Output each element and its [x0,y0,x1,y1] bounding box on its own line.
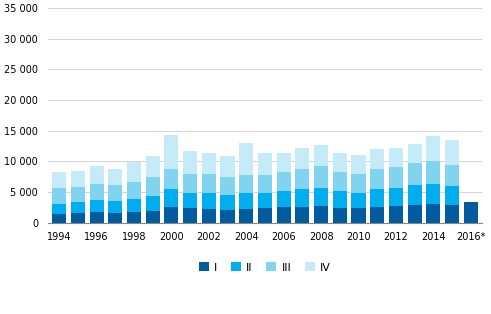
Bar [276,191,291,207]
Bar [127,212,141,223]
Bar [445,187,459,205]
Bar [258,193,272,208]
Bar [89,165,104,184]
Bar [164,135,178,169]
Bar [52,214,66,223]
Bar [276,207,291,223]
Bar [220,195,235,210]
Bar [426,204,440,223]
Legend: I, II, III, IV: I, II, III, IV [194,258,336,277]
Bar [183,151,197,174]
Bar [296,169,309,189]
Bar [352,192,365,208]
Bar [127,162,141,182]
Bar [426,184,440,204]
Bar [89,184,104,200]
Bar [445,205,459,223]
Bar [445,140,459,165]
Bar [202,153,216,174]
Bar [276,172,291,191]
Bar [370,189,384,207]
Bar [389,206,403,223]
Bar [183,193,197,208]
Bar [445,165,459,187]
Bar [183,208,197,223]
Bar [333,153,347,172]
Bar [258,208,272,223]
Bar [296,189,309,207]
Bar [408,144,422,163]
Bar [71,214,85,223]
Bar [296,148,309,169]
Bar [108,201,122,213]
Bar [239,193,253,209]
Bar [426,136,440,161]
Bar [370,149,384,169]
Bar [389,167,403,188]
Bar [239,175,253,193]
Bar [202,209,216,223]
Bar [164,207,178,223]
Bar [164,169,178,189]
Bar [183,174,197,193]
Bar [71,187,85,202]
Bar [314,188,328,206]
Bar [108,185,122,201]
Bar [258,175,272,193]
Bar [333,208,347,223]
Bar [239,209,253,223]
Bar [52,188,66,203]
Bar [89,200,104,212]
Bar [258,153,272,175]
Bar [220,156,235,177]
Bar [333,172,347,191]
Bar [464,202,478,223]
Bar [71,171,85,187]
Bar [408,163,422,185]
Bar [202,193,216,209]
Bar [52,203,66,214]
Bar [71,202,85,214]
Bar [314,145,328,165]
Bar [389,148,403,167]
Bar [164,189,178,207]
Bar [52,172,66,188]
Bar [314,165,328,188]
Bar [276,153,291,172]
Bar [239,143,253,175]
Bar [408,205,422,223]
Bar [352,208,365,223]
Bar [426,161,440,184]
Bar [333,191,347,208]
Bar [127,182,141,199]
Bar [89,212,104,223]
Bar [370,207,384,223]
Bar [220,210,235,223]
Bar [296,207,309,223]
Bar [146,211,160,223]
Bar [352,154,365,174]
Bar [220,177,235,195]
Bar [408,185,422,205]
Bar [370,169,384,189]
Bar [389,188,403,206]
Bar [146,177,160,196]
Bar [314,206,328,223]
Bar [108,169,122,185]
Bar [202,174,216,193]
Bar [352,174,365,192]
Bar [146,156,160,177]
Bar [146,196,160,211]
Bar [127,199,141,212]
Bar [108,213,122,223]
